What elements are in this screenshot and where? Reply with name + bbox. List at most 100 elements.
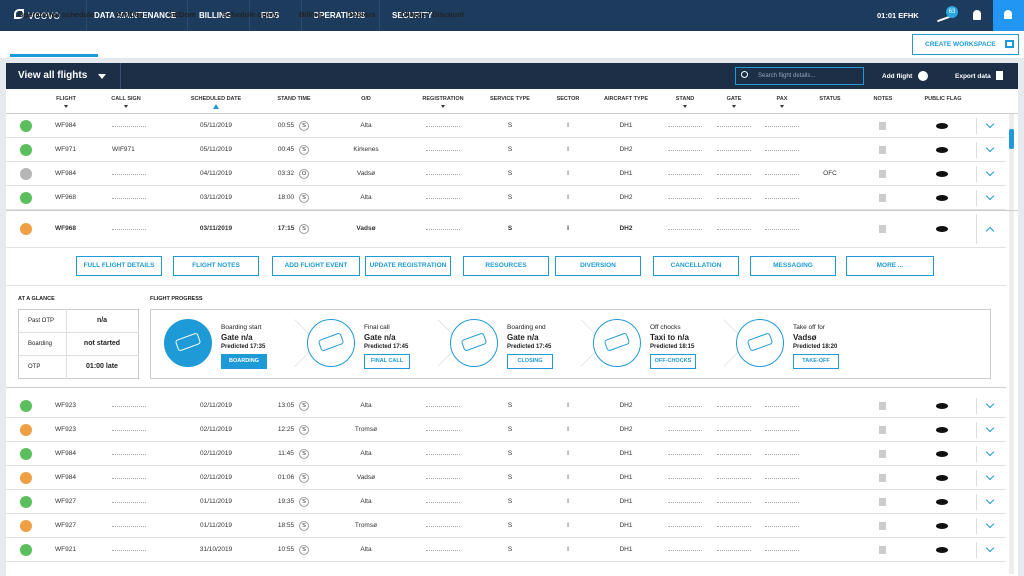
action-button[interactable]: FULL FLIGHT DETAILS [76,256,162,276]
expand-chevron[interactable] [985,495,995,505]
notes-icon[interactable] [879,522,886,530]
action-button[interactable]: RESOURCES [463,256,549,276]
column-header[interactable]: PUBLIC FLAG [924,96,962,102]
tab[interactable]: Debtors [347,10,376,19]
column-header[interactable]: AIRCRAFT TYPE [604,96,648,102]
tab[interactable]: Operational schedule [18,10,95,19]
nav-menu-item[interactable]: BILLING [199,11,231,20]
step-main: Taxi to n/a [650,333,689,342]
column-header[interactable]: FLIGHT [56,96,76,102]
tab[interactable]: Arr/Dep [116,10,144,19]
public-flag-eye[interactable] [936,195,948,201]
cell-flight: WF927 [55,498,76,505]
column-header[interactable]: REGISTRATION [422,96,464,102]
action-button[interactable]: MORE ... [846,256,934,276]
public-flag-eye[interactable] [936,403,948,409]
view-dropdown[interactable]: View all flights [18,70,88,81]
column-header[interactable]: PAX [776,96,788,102]
nav-menu-item[interactable]: DATA MAINTENANCE [94,11,177,20]
placeholder-dots [112,430,146,431]
column-header[interactable]: CALL SIGN [111,96,141,102]
expand-chevron[interactable] [985,226,995,236]
column-header[interactable]: STAND [675,96,695,102]
nav-menu-item[interactable]: FIDS [261,11,280,20]
row-divider [6,209,1006,210]
add-flight-button[interactable]: Add flight [882,73,913,80]
action-button[interactable]: DIVERSION [555,256,641,276]
column-header[interactable]: O/D [361,96,371,102]
tab[interactable]: Charge / Discount [400,10,465,19]
public-flag-eye[interactable] [936,499,948,505]
expand-chevron[interactable] [985,191,995,201]
placeholder-dots [112,502,146,503]
public-flag-eye[interactable] [936,547,948,553]
column-header[interactable]: NOTES [873,96,893,102]
cell-time: 10:55 [277,546,295,553]
placeholder-dots [426,198,460,199]
action-button[interactable]: MESSAGING [750,256,836,276]
notes-icon[interactable] [879,546,886,554]
notes-icon[interactable] [879,474,886,482]
status-icon [20,168,32,180]
export-button[interactable]: Export data [955,73,991,80]
public-flag-eye[interactable] [936,427,948,433]
public-flag-eye[interactable] [936,475,948,481]
step-button[interactable]: BOARDING [221,354,267,369]
notes-icon[interactable] [879,450,886,458]
notes-icon[interactable] [879,146,886,154]
cell-tag: S [299,224,309,234]
expand-chevron[interactable] [985,167,995,177]
step-button[interactable]: TAKE-OFF [793,354,839,369]
notes-icon[interactable] [879,498,886,506]
action-button[interactable]: UPDATE REGISTRATION [365,256,451,276]
public-flag-eye[interactable] [936,147,948,153]
column-header[interactable]: STAND TIME [277,96,311,102]
tab[interactable]: Billing [299,10,322,19]
row-divider-v [976,518,977,534]
action-button[interactable]: ADD FLIGHT EVENT [272,256,360,276]
column-header[interactable]: SERVICE TYPE [490,96,530,102]
cell-time: 13:05 [277,402,295,409]
expand-chevron[interactable] [985,143,995,153]
public-flag-eye[interactable] [936,523,948,529]
expand-chevron[interactable] [985,519,995,529]
nav-menu-item[interactable]: OPERATIONS [313,11,366,20]
expand-chevron[interactable] [985,119,995,129]
column-header[interactable]: GATE [726,96,742,102]
column-header[interactable]: SECTOR [556,96,580,102]
public-flag-eye[interactable] [936,123,948,129]
notes-icon[interactable] [879,402,886,410]
tab[interactable]: Int/Dom [168,10,196,19]
tab[interactable]: Schedule query [222,10,278,19]
user-icon[interactable] [973,10,981,20]
cell-time: 17:15 [277,225,295,232]
row-divider [6,513,1006,514]
notes-icon[interactable] [879,426,886,434]
create-workspace-button[interactable]: CREATE WORKSPACE [912,34,1019,55]
public-flag-eye[interactable] [936,451,948,457]
cell-flight: WF984 [55,170,76,177]
action-button[interactable]: CANCELLATION [653,256,739,276]
notes-icon[interactable] [879,122,886,130]
expand-chevron[interactable] [985,447,995,457]
column-header[interactable]: SCHEDULED DATE [190,96,242,102]
action-button[interactable]: FLIGHT NOTES [173,256,259,276]
public-flag-eye[interactable] [936,171,948,177]
nav-menu-item[interactable]: SECURITY [392,11,433,20]
notes-icon[interactable] [879,225,886,233]
row-divider [6,161,1006,162]
cell-flight: WF923 [55,402,76,409]
step-button[interactable]: OFF-CHOCKS [650,354,696,369]
status-icon [20,544,32,556]
expand-chevron[interactable] [985,423,995,433]
expand-chevron[interactable] [985,399,995,409]
step-button[interactable]: FINAL CALL [364,354,410,369]
notes-icon[interactable] [879,170,886,178]
column-header[interactable]: STATUS [819,96,841,102]
expand-chevron[interactable] [985,543,995,553]
public-flag-eye[interactable] [936,226,948,232]
step-button[interactable]: CLOSING [507,354,553,369]
expand-chevron[interactable] [985,471,995,481]
notes-icon[interactable] [879,194,886,202]
search-box[interactable]: Search flight details... [735,67,864,85]
